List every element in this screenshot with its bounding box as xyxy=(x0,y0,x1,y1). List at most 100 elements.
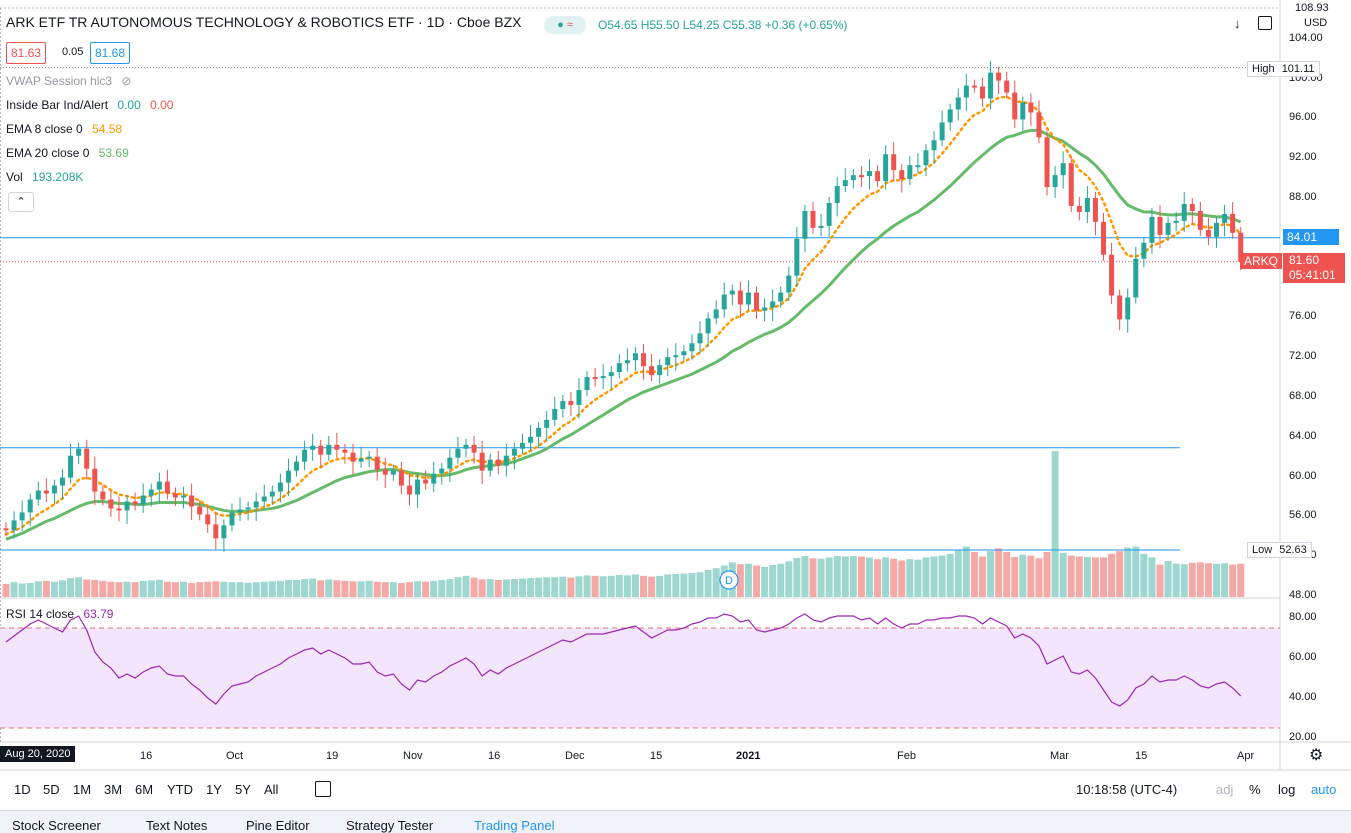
hline-price-tag: 84.01 xyxy=(1283,229,1339,245)
volume-bar xyxy=(284,579,292,597)
candle-body xyxy=(931,140,937,151)
tab-trading-panel[interactable]: Trading Panel xyxy=(474,818,555,833)
tf-1y[interactable]: 1Y xyxy=(206,782,222,797)
tf-1d[interactable]: 1D xyxy=(14,782,31,797)
volume-bar xyxy=(623,575,631,597)
volume-bar xyxy=(381,582,389,597)
volume-bar xyxy=(236,582,244,597)
price-axis-label: 104.00 xyxy=(1289,31,1323,44)
volume-bar xyxy=(99,580,107,597)
volume-bar xyxy=(664,574,672,597)
volume-bar xyxy=(389,582,397,597)
volume-bar xyxy=(631,574,639,597)
scroll-down-icon[interactable]: ↓ xyxy=(1234,16,1241,31)
candle-body xyxy=(1173,220,1179,223)
volume-bar xyxy=(1011,556,1019,597)
tab-text-notes[interactable]: Text Notes xyxy=(146,818,208,833)
candle-body xyxy=(148,489,154,496)
volume-bar xyxy=(83,579,91,597)
volume-bar xyxy=(769,565,777,597)
volume-bar xyxy=(365,580,373,597)
time-label: Mar xyxy=(1050,750,1069,762)
volume-bar xyxy=(1164,561,1172,597)
ohlc-values: O54.65 H55.50 L54.25 C55.38 +0.36 (+0.65… xyxy=(598,18,848,32)
volume-bar xyxy=(817,558,825,597)
candle-body xyxy=(858,175,864,178)
candle-body xyxy=(358,458,364,462)
candle-body xyxy=(729,290,735,295)
candle-body xyxy=(479,452,485,471)
tf-3m[interactable]: 3M xyxy=(104,782,123,797)
last-price-tag: 81.60 05:41:01 xyxy=(1283,253,1345,283)
rsi-axis-label: 20.00 xyxy=(1289,731,1317,743)
volume-bar xyxy=(244,582,252,597)
volume-bar xyxy=(1019,554,1027,597)
vwap-legend[interactable]: VWAP Session hlc3 ⊘ xyxy=(6,74,131,88)
candle-body xyxy=(1141,242,1147,259)
volume-bar xyxy=(91,579,99,597)
tf-5y[interactable]: 5Y xyxy=(235,782,251,797)
ema20-legend[interactable]: EMA 20 close 0 53.69 xyxy=(6,146,129,160)
ema8-legend[interactable]: EMA 8 close 0 54.58 xyxy=(6,122,122,136)
inside-bar-legend[interactable]: Inside Bar Ind/Alert 0.00 0.00 xyxy=(6,98,173,112)
clock-timezone[interactable]: 10:18:58 (UTC-4) xyxy=(1076,782,1178,797)
volume-bar xyxy=(753,565,761,597)
volume-bar xyxy=(946,553,954,597)
bid-price[interactable]: 81.63 xyxy=(6,42,47,64)
volume-bar xyxy=(502,579,510,597)
tab-pine-editor[interactable]: Pine Editor xyxy=(246,818,310,833)
candle-body xyxy=(528,436,534,443)
candle-body xyxy=(1076,205,1082,212)
price-axis-label: 96.00 xyxy=(1289,111,1317,124)
volume-bar xyxy=(591,575,599,597)
volume-bar xyxy=(777,563,785,597)
low-label: Low xyxy=(1252,544,1273,556)
tab-stock-screener[interactable]: Stock Screener xyxy=(12,818,101,833)
tf-all[interactable]: All xyxy=(264,782,279,797)
tf-5d[interactable]: 5D xyxy=(43,782,60,797)
candle-body xyxy=(156,481,162,490)
volume-bar xyxy=(801,556,809,597)
tf-ytd[interactable]: YTD xyxy=(167,782,193,797)
time-label: Oct xyxy=(226,750,244,762)
tf-6m[interactable]: 6M xyxy=(135,782,154,797)
collapse-legend-button[interactable]: ⌃ xyxy=(8,192,34,212)
settings-gear-icon[interactable]: ⚙ xyxy=(1309,747,1324,764)
volume-bar xyxy=(1051,451,1059,597)
log-toggle[interactable]: log xyxy=(1278,782,1296,797)
adj-toggle[interactable]: adj xyxy=(1216,782,1234,797)
candle-body xyxy=(318,445,324,455)
eye-crossed-icon[interactable]: ⊘ xyxy=(121,74,132,88)
candle-body xyxy=(996,72,1002,81)
volume-bar xyxy=(50,581,58,597)
volume-legend[interactable]: Vol 193.208K xyxy=(6,170,83,184)
date-range-icon[interactable] xyxy=(315,781,331,797)
volume-bar xyxy=(373,581,381,597)
price-axis-label: 88.00 xyxy=(1289,191,1317,203)
tf-1m[interactable]: 1M xyxy=(73,782,92,797)
candle-body xyxy=(713,309,719,319)
candle-body xyxy=(681,351,687,356)
candle-body xyxy=(1036,112,1042,138)
volume-bar xyxy=(551,577,559,597)
volume-bar xyxy=(995,548,1003,597)
percent-toggle[interactable]: % xyxy=(1249,782,1261,797)
volume-bar xyxy=(841,556,849,597)
ask-price[interactable]: 81.68 xyxy=(90,42,131,64)
volume-bar xyxy=(1148,557,1156,597)
rsi-legend[interactable]: RSI 14 close 63.79 xyxy=(6,607,113,621)
volume-bar xyxy=(607,575,615,597)
candle-body xyxy=(786,275,792,293)
candle-body xyxy=(947,109,953,123)
volume-bar xyxy=(890,558,898,597)
volume-bar xyxy=(1180,564,1188,597)
volume-bar xyxy=(268,581,276,597)
ema20-line xyxy=(5,128,1242,541)
fullscreen-icon[interactable] xyxy=(1258,16,1272,30)
tab-strategy-tester[interactable]: Strategy Tester xyxy=(346,818,434,833)
auto-toggle[interactable]: auto xyxy=(1311,782,1337,797)
volume-bar xyxy=(680,573,688,597)
volume-bar xyxy=(309,578,317,597)
candle-body xyxy=(802,210,808,239)
